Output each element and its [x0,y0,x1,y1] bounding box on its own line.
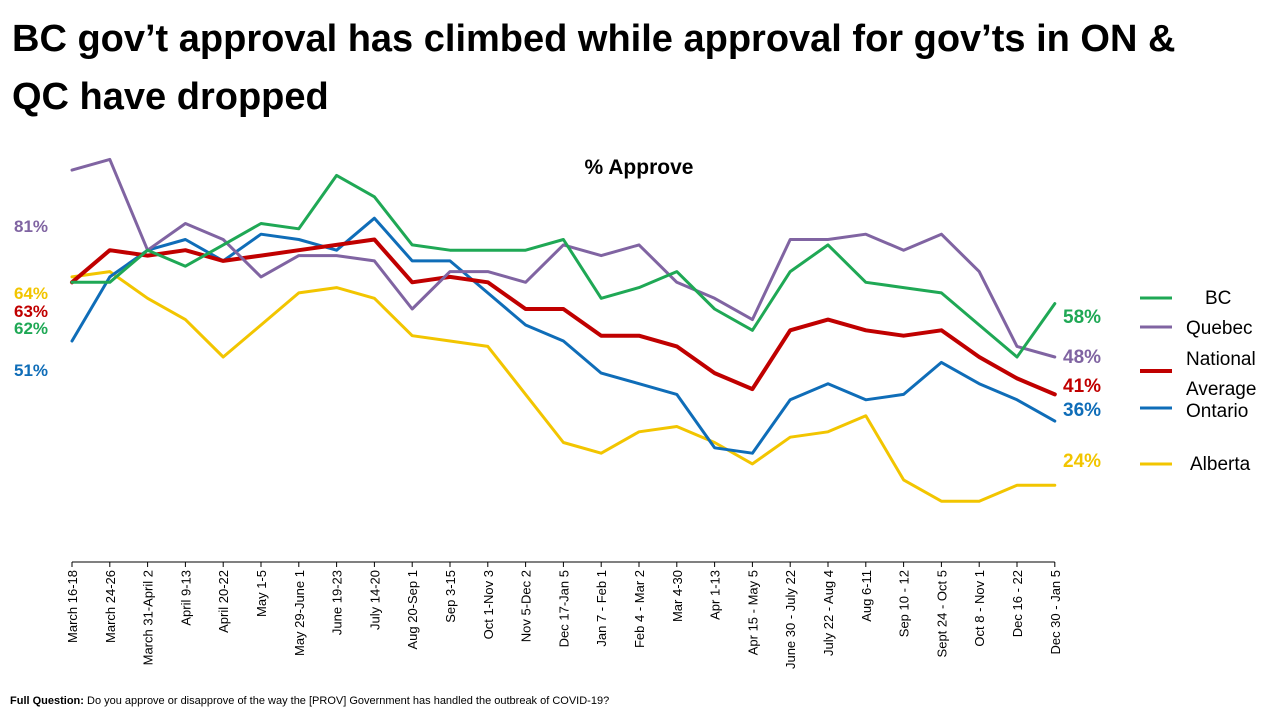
series-lines [70,157,1057,503]
x-tick-label: Nov 5-Dec 2 [519,570,534,642]
x-tick-label: Apr 1-13 [708,570,723,620]
x-axis: March 16-18 March 24-26 March 31-April 2 Ap… [65,561,1063,669]
legend-label-national-average: National [1186,349,1256,370]
x-tick-label: Dec 30 - Jan 5 [1048,570,1063,655]
footnote-label: Full Question: [10,695,84,707]
start-labels: 62% 81% 63% 51% 64% [14,217,48,380]
legend-label-bc: BC [1205,288,1231,309]
end-label-alberta: 24% [1063,451,1101,472]
x-tick-label: July 22 - Aug 4 [821,570,836,656]
legend-label-national-average: Average [1186,379,1256,400]
x-tick-label: April 20-22 [216,570,231,633]
end-label-national-average: 41% [1063,376,1101,397]
x-tick-label: May 29-June 1 [292,570,307,656]
x-tick-label: Jan 7 - Feb 1 [594,570,609,647]
x-tick-label: Sep 3-15 [443,570,458,623]
footnote-text: Do you approve or disapprove of the way … [87,695,610,707]
x-tick-label: Oct 1-Nov 3 [481,570,496,639]
x-tick-label: Dec 16 - 22 [1010,570,1025,637]
legend-label-alberta: Alberta [1190,454,1251,475]
x-tick-label: Sep 10 - 12 [897,570,912,637]
legend-label-quebec: Quebec [1186,318,1253,339]
x-tick-label: May 1-5 [254,570,269,617]
series-line-alberta [70,270,1057,503]
start-label-national-average: 63% [14,302,48,321]
start-label-alberta: 64% [14,284,48,303]
footnote: Full Question: Do you approve or disappr… [10,695,609,707]
start-label-ontario: 51% [14,361,48,380]
chart-title: % Approve [585,156,694,179]
x-tick-label: June 30 - July 22 [783,570,798,669]
x-tick-label: Oct 8 - Nov 1 [972,570,987,647]
x-tick-label: Sept 24 - Oct 5 [934,570,949,657]
x-tick-label: Dec 17-Jan 5 [556,570,571,647]
x-tick-label: Apr 15 - May 5 [745,570,760,655]
x-tick-label: Aug 6-11 [859,570,874,622]
end-label-ontario: 36% [1063,400,1101,421]
x-tick-label: Mar 4-30 [670,570,685,622]
x-tick-label: March 24-26 [103,570,118,643]
end-labels: 58% 48% 41% 36% 24% [1063,307,1101,472]
x-tick-label: Aug 20-Sep 1 [405,570,420,650]
x-tick-label: July 14-20 [367,570,382,630]
x-tick-label: June 19-23 [330,570,345,635]
start-label-bc: 62% [14,319,48,338]
x-tick-label: Feb 4 - Mar 2 [632,570,647,648]
end-label-bc: 58% [1063,307,1101,328]
series-line-quebec [70,157,1057,359]
x-tick-label: April 9-13 [178,570,193,626]
x-tick-label: March 31-April 2 [141,570,156,665]
series-line-bc [70,173,1057,359]
start-label-quebec: 81% [14,217,48,236]
legend-label-ontario: Ontario [1186,401,1248,422]
x-tick-label: March 16-18 [65,570,80,643]
series-line-national-average [70,237,1057,397]
end-label-quebec: 48% [1063,347,1101,368]
page-title: BC gov’t approval has climbed while appr… [12,18,1176,118]
